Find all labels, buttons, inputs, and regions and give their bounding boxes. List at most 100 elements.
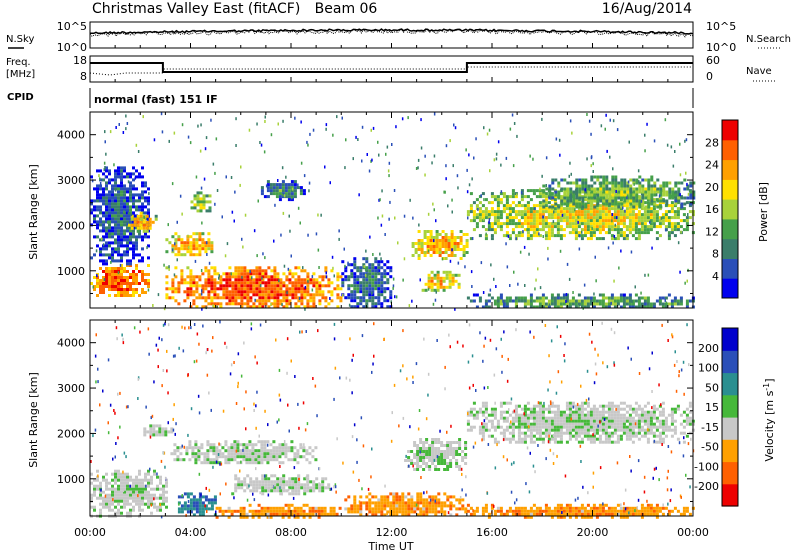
power-cell: [560, 225, 563, 228]
power-cell: [258, 200, 260, 203]
power-cell: [261, 272, 264, 275]
power-cell: [102, 223, 105, 226]
velocity-cell: [181, 510, 184, 513]
power-cell: [545, 231, 548, 234]
velocity-cell: [395, 507, 398, 510]
power-cell: [649, 221, 651, 224]
velocity-cell: [194, 455, 197, 458]
power-cell: [424, 155, 426, 158]
velocity-cell: [270, 513, 273, 516]
power-cell: [457, 245, 460, 248]
power-cell: [306, 272, 309, 275]
power-cell: [665, 299, 667, 302]
power-cell: [656, 300, 659, 303]
power-cell: [595, 256, 597, 259]
velocity-cell: [308, 461, 311, 464]
velocity-cell: [190, 501, 193, 504]
power-cell: [336, 284, 339, 287]
velocity-cell: [275, 449, 278, 452]
velocity-cell: [509, 432, 512, 435]
power-cell: [246, 290, 249, 293]
power-cell: [677, 216, 680, 219]
power-cell: [647, 297, 650, 300]
power-cell: [359, 290, 362, 293]
power-cell: [641, 203, 644, 206]
power-cell: [108, 294, 111, 297]
power-cell: [300, 302, 303, 305]
velocity-cell: [434, 450, 437, 453]
power-cell: [590, 207, 593, 210]
power-cell: [135, 169, 138, 172]
power-cell: [368, 284, 371, 287]
power-cell: [467, 216, 469, 219]
power-cell: [365, 281, 368, 284]
power-cell: [117, 259, 120, 262]
velocity-cell: [212, 449, 215, 452]
power-cell: [548, 191, 551, 194]
power-cell: [120, 190, 123, 193]
power-cell: [587, 204, 590, 207]
power-cell: [599, 194, 602, 197]
power-cell: [473, 228, 476, 231]
power-cell: [506, 222, 509, 225]
velocity-cell: [485, 417, 488, 420]
power-cell: [132, 279, 135, 282]
velocity-cell: [93, 494, 96, 497]
power-cell: [533, 204, 536, 207]
power-cell: [141, 181, 144, 184]
power-cell: [318, 284, 321, 287]
power-cell: [135, 235, 138, 238]
velocity-cell: [434, 504, 437, 507]
power-cell: [138, 193, 141, 196]
velocity-cell: [305, 452, 308, 455]
power-cell: [683, 213, 686, 216]
power-cell: [347, 275, 350, 278]
power-cell: [569, 219, 572, 222]
power-cell: [103, 243, 105, 246]
power-cell: [123, 229, 126, 232]
power-cell: [677, 210, 680, 213]
velocity-cell: [261, 483, 264, 486]
power-cell: [678, 241, 680, 244]
range-tick-label: 1000: [57, 265, 85, 278]
power-cell: [353, 260, 356, 263]
power-cell: [256, 254, 258, 257]
power-cell: [677, 188, 680, 191]
power-cell: [524, 222, 527, 225]
power-cell: [688, 193, 690, 196]
power-cell: [123, 291, 126, 294]
power-cell: [200, 191, 203, 194]
power-cell: [443, 271, 446, 274]
power-cell: [542, 216, 544, 219]
velocity-cell: [470, 414, 473, 417]
power-cell: [270, 303, 272, 306]
velocity-cell: [437, 468, 440, 471]
power-cell: [509, 216, 512, 219]
power-cell: [566, 219, 569, 222]
velocity-cell: [324, 513, 327, 516]
power-cell: [599, 207, 602, 210]
power-cell: [593, 216, 596, 219]
power-cell: [427, 242, 430, 245]
power-cell: [581, 206, 584, 209]
power-cell: [626, 210, 629, 213]
power-cell: [542, 185, 545, 188]
power-cell: [623, 182, 626, 185]
power-cell: [117, 196, 120, 199]
power-cell: [545, 219, 548, 222]
power-cell: [569, 231, 572, 234]
power-cell: [443, 280, 446, 283]
power-cell: [270, 183, 273, 186]
velocity-cell: [208, 507, 211, 510]
power-cell: [123, 187, 126, 190]
power-cell: [653, 203, 656, 206]
power-cell: [342, 117, 344, 120]
power-cell: [120, 259, 123, 262]
power-cell: [279, 186, 282, 189]
velocity-cell: [272, 455, 275, 458]
velocity-cell: [279, 510, 282, 513]
power-cell: [225, 302, 228, 305]
power-cell: [566, 213, 569, 216]
velocity-cell: [230, 446, 233, 449]
power-cell: [641, 222, 644, 225]
